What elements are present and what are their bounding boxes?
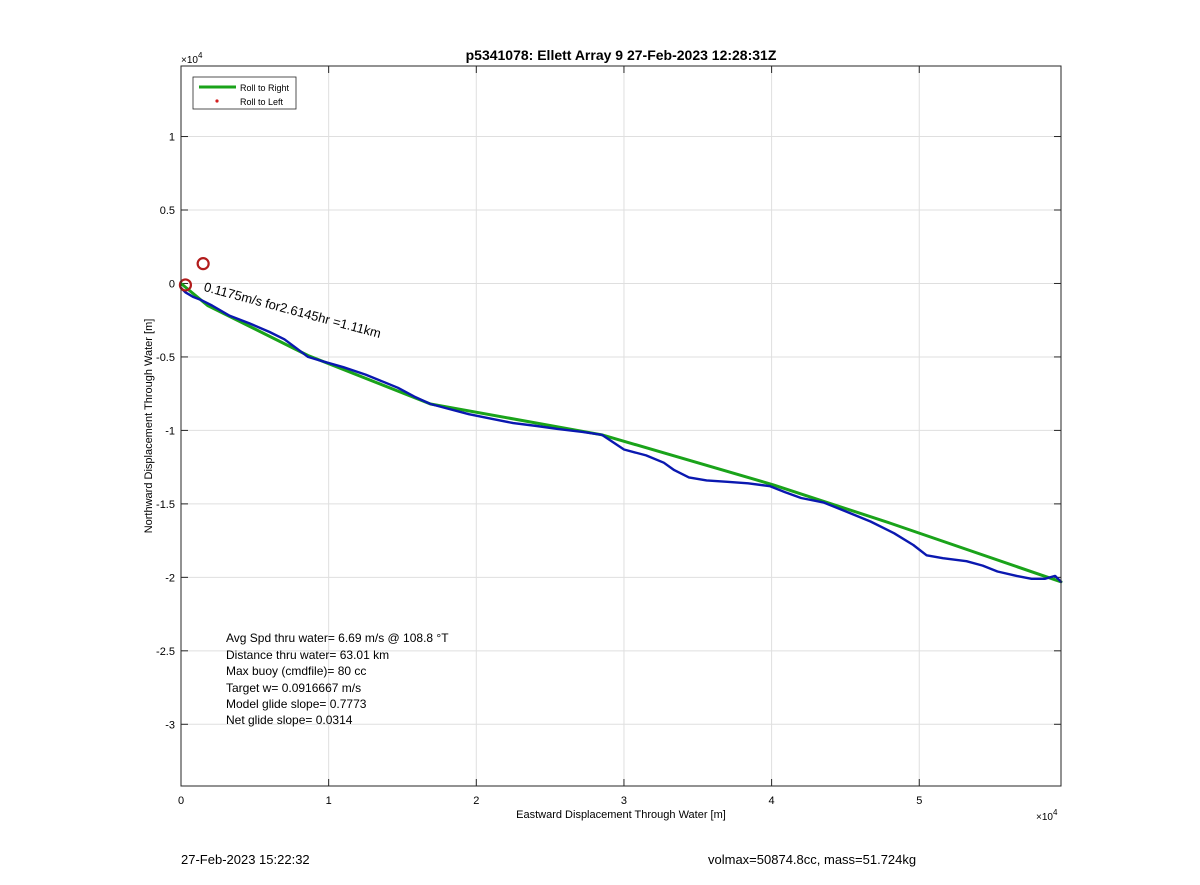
legend-dot-marker: [215, 99, 219, 103]
grid-lines: [181, 66, 1061, 786]
series-layer: [179, 282, 1063, 584]
marker-layer: [178, 257, 210, 292]
legend-box: [192, 76, 297, 110]
series-line-track: [179, 286, 1063, 583]
x-axis-exponent: ×104: [1036, 808, 1058, 823]
start-marker: [178, 278, 193, 292]
y-tick-label: 1: [169, 132, 175, 144]
plot-area: [181, 66, 1061, 786]
y-axis-exponent-base: ×10: [181, 55, 198, 66]
x-axis-exponent-base: ×10: [1036, 812, 1053, 823]
y-tick-label: -2: [165, 572, 175, 584]
x-tick-label: 3: [621, 795, 627, 807]
axes-box: [180, 65, 1062, 787]
legend-item-roll-to-left: Roll to Left: [240, 97, 284, 107]
x-axis-exponent-power: 4: [1053, 808, 1058, 817]
legend: Roll to Right Roll to Left: [192, 76, 297, 110]
footer-timestamp: 27-Feb-2023 15:22:32: [181, 852, 310, 867]
x-axis-label: Eastward Displacement Through Water [m]: [516, 809, 726, 821]
footer-volmax-mass: volmax=50874.8cc, mass=51.724kg: [708, 852, 917, 867]
start-marker: [196, 257, 210, 271]
y-tick-label: 0.5: [160, 205, 175, 217]
x-tick-label: 5: [916, 795, 922, 807]
y-tick-label: -1: [165, 425, 175, 437]
y-tick-label: -0.5: [156, 352, 175, 364]
stats-block: Avg Spd thru water= 6.69 m/s @ 108.8 °T …: [226, 631, 449, 727]
stat-distance: Distance thru water= 63.01 km: [226, 648, 389, 662]
stat-max-buoy: Max buoy (cmdfile)= 80 cc: [226, 664, 366, 678]
y-axis-label: Northward Displacement Through Water [m]: [143, 319, 155, 534]
x-tick-label: 2: [473, 795, 479, 807]
x-axis-ticks: 0 1 2 3 4 5: [178, 66, 922, 807]
stat-target-w: Target w= 0.0916667 m/s: [226, 681, 361, 695]
x-tick-label: 0: [178, 795, 184, 807]
x-tick-label: 1: [326, 795, 332, 807]
x-tick-label: 4: [769, 795, 775, 807]
y-axis-ticks: 1 0.5 0 -0.5 -1 -1.5 -2 -2.5 -3: [156, 132, 1061, 731]
y-axis-exponent: ×104: [181, 51, 203, 66]
y-tick-label: -3: [165, 719, 175, 731]
y-tick-label: 0: [169, 278, 175, 290]
y-tick-label: -1.5: [156, 499, 175, 511]
stat-net-glide-slope: Net glide slope= 0.0314: [226, 713, 353, 727]
stat-avg-speed: Avg Spd thru water= 6.69 m/s @ 108.8 °T: [226, 631, 449, 645]
legend-item-roll-to-right: Roll to Right: [240, 83, 290, 93]
y-tick-label: -2.5: [156, 646, 175, 658]
stat-model-glide-slope: Model glide slope= 0.7773: [226, 697, 367, 711]
chart-title: p5341078: Ellett Array 9 27-Feb-2023 12:…: [466, 47, 777, 63]
y-axis-exponent-power: 4: [198, 51, 203, 60]
